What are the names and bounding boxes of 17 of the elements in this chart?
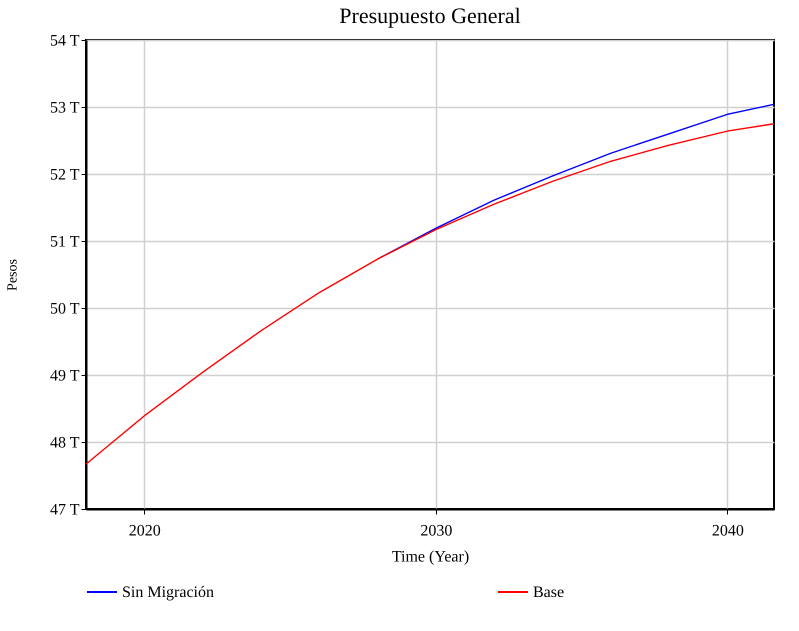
y-tick-label: 52 T [50,166,80,184]
x-tick-label: 2020 [128,522,161,540]
legend-label: Base [533,584,564,601]
y-tick-label: 49 T [50,368,80,384]
chart-title: Presupuesto General [339,3,521,28]
y-tick-label: 48 T [50,434,80,452]
x-tick-label: 2040 [712,522,744,540]
y-tick-label: 51 T [50,234,80,250]
y-axis-title: Pesos [6,259,21,291]
line-series [86,123,774,465]
legend-label: Sin Migración [122,584,214,601]
y-tick-label: 53 T [50,100,80,116]
x-axis-title: Time (Year) [392,548,470,566]
x-tick-label: 2030 [420,522,452,540]
y-tick-label: 47 T [50,502,80,518]
y-tick-label: 54 T [50,32,80,50]
y-tick-label: 50 T [50,300,80,318]
